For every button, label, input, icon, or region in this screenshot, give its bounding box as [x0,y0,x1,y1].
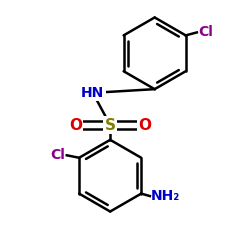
Text: S: S [105,118,116,132]
Text: HN: HN [81,86,104,100]
Text: O: O [138,118,151,132]
Text: Cl: Cl [198,25,213,39]
Text: O: O [69,118,82,132]
Text: Cl: Cl [51,148,66,162]
Text: NH₂: NH₂ [151,189,180,203]
